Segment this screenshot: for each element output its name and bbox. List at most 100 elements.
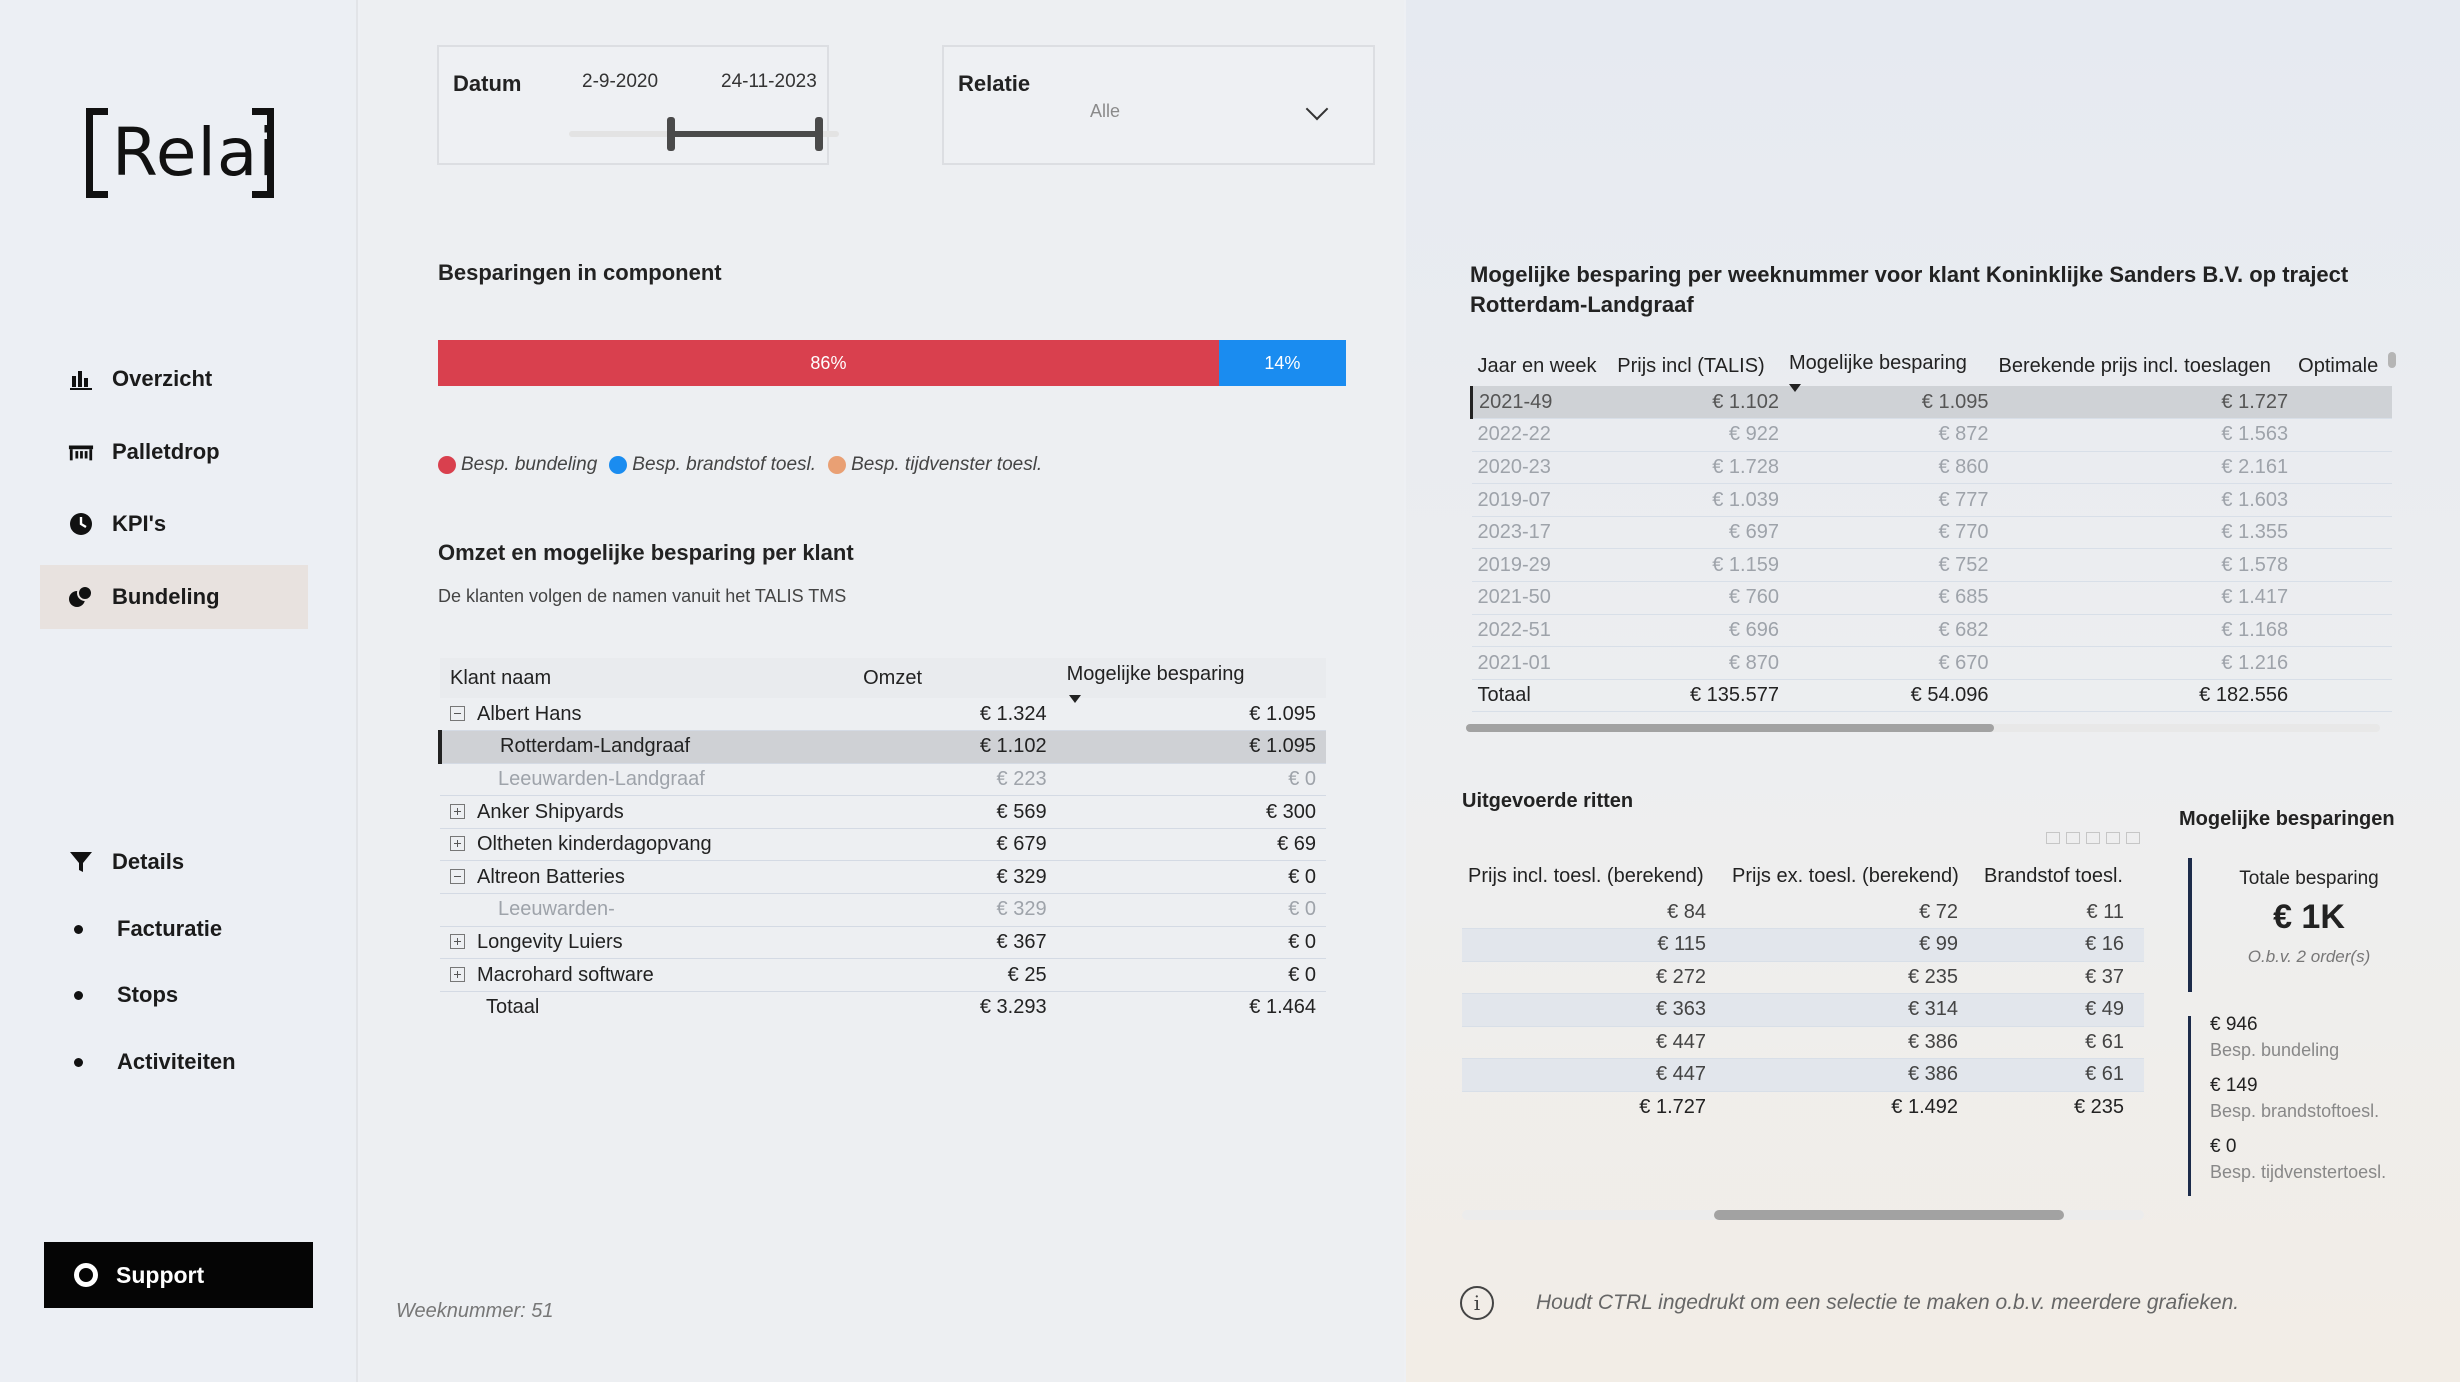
chevron-down-icon[interactable] xyxy=(1305,97,1329,121)
nav-item-palletdrop[interactable]: Palletdrop xyxy=(40,420,308,484)
relatie-filter[interactable]: Relatie Alle xyxy=(942,45,1375,165)
relai-logo[interactable]: Relai xyxy=(86,108,277,198)
table-cell: € 135.577 xyxy=(1611,679,1783,713)
klant-name: Oltheten kinderdagopvang xyxy=(477,833,712,856)
weeks-vertical-scrollbar[interactable] xyxy=(2388,352,2396,368)
col-omzet[interactable]: Omzet xyxy=(853,658,1057,698)
legend-item[interactable]: Besp. tijdvenster toesl. xyxy=(828,454,1042,476)
nav-item-bundeling[interactable]: Bundeling xyxy=(40,565,308,629)
table-cell: € 682 xyxy=(1782,614,1993,648)
table-row[interactable]: 2021-50 € 760 € 685 € 1.417 xyxy=(1471,581,2392,615)
col-optimale[interactable]: Optimale xyxy=(2298,354,2379,377)
table-row[interactable]: € 115 € 99 € 16 xyxy=(1462,928,2144,962)
table-row[interactable]: Leeuwarden-Landgraaf € 223 € 0 xyxy=(440,763,1326,797)
table-row[interactable]: € 447 € 386 € 61 xyxy=(1462,1026,2144,1059)
table-row[interactable]: 2019-07 € 1.039 € 777 € 1.603 xyxy=(1471,483,2392,517)
total-row: Totaal € 135.577 € 54.096 € 182.556 xyxy=(1471,679,2392,713)
expand-icon[interactable] xyxy=(450,803,465,819)
total-savings-label: Totale besparing xyxy=(2239,868,2379,889)
table-row[interactable]: € 363 € 314 € 49 xyxy=(1462,993,2144,1027)
table-cell: € 37 xyxy=(1978,961,2144,994)
table-cell: € 1.095 xyxy=(1782,386,1993,420)
table-row[interactable]: Albert Hans € 1.324 € 1.095 xyxy=(440,698,1326,732)
table-row[interactable]: 2021-01 € 870 € 670 € 1.216 xyxy=(1471,646,2392,680)
ritten-horizontal-scrollbar[interactable] xyxy=(1462,1210,2144,1220)
more-icon[interactable] xyxy=(2126,832,2140,844)
logo-bracket-left xyxy=(86,108,108,198)
date-slider-handle-start[interactable] xyxy=(667,117,675,151)
relatie-select-value[interactable]: Alle xyxy=(1090,101,1121,121)
nav-item-stops[interactable]: Stops xyxy=(40,963,308,1027)
col-prijs-incl-toesl[interactable]: Prijs incl. toesl. (berekend) xyxy=(1468,864,1704,887)
nav-label: Details xyxy=(112,849,185,874)
col-jaar-week[interactable]: Jaar en week xyxy=(1477,354,1597,377)
klant-name: Leeuwarden-Landgraaf xyxy=(498,767,705,790)
table-row[interactable]: 2020-23 € 1.728 € 860 € 2.161 xyxy=(1471,451,2392,485)
table-cell: € 1.727 xyxy=(1992,386,2293,420)
table-row[interactable]: € 84 € 72 € 11 xyxy=(1462,896,2144,929)
bar-segment[interactable]: 86% xyxy=(438,340,1219,386)
nav-label: Palletdrop xyxy=(112,439,220,464)
table-row[interactable]: Anker Shipyards € 569 € 300 xyxy=(440,795,1326,829)
expand-icon[interactable] xyxy=(450,933,465,949)
table-row[interactable]: Altreon Batteries € 329 € 0 xyxy=(440,860,1326,895)
table-row[interactable]: Oltheten kinderdagopvang € 679 € 69 xyxy=(440,828,1326,862)
table-cell: € 872 xyxy=(1782,418,1993,452)
table-row[interactable]: Macrohard software € 25 € 0 xyxy=(440,958,1326,992)
weeks-horizontal-scrollbar[interactable] xyxy=(1466,724,2380,732)
table-row[interactable]: Rotterdam-Landgraaf € 1.102 € 1.095 xyxy=(437,730,1326,764)
filter-icon[interactable] xyxy=(2086,832,2100,844)
date-slider-handle-end[interactable] xyxy=(815,117,823,151)
table-cell: € 1.159 xyxy=(1611,548,1783,583)
nav-item-details[interactable]: Details xyxy=(40,830,308,894)
col-prijs-incl-talis[interactable]: Prijs incl (TALIS) xyxy=(1617,354,1765,377)
table-row[interactable]: 2023-17 € 697 € 770 € 1.355 xyxy=(1471,516,2392,550)
table-cell: € 1.039 xyxy=(1611,483,1783,517)
table-row[interactable]: 2021-49 € 1.102 € 1.095 € 1.727 xyxy=(1470,386,2392,420)
col-brandstof-toesl[interactable]: Brandstof toesl. xyxy=(1984,864,2123,887)
table-row[interactable]: € 447 € 386 € 61 xyxy=(1462,1058,2144,1092)
col-mogelijke-besparing[interactable]: Mogelijke besparing xyxy=(1783,346,1993,392)
table-row[interactable]: Longevity Luiers € 367 € 0 xyxy=(440,926,1326,960)
table-cell: 2022-22 xyxy=(1471,418,1612,452)
date-start[interactable]: 2-9-2020 xyxy=(582,71,659,92)
pin-icon[interactable] xyxy=(2046,832,2060,844)
legend-swatch xyxy=(609,456,628,474)
table-cell: € 1.727 xyxy=(1639,1096,1706,1118)
bar-segment[interactable]: 14% xyxy=(1218,340,1346,386)
table-row[interactable]: 2022-51 € 696 € 682 € 1.168 xyxy=(1471,614,2392,648)
nav-item-overzicht[interactable]: Overzicht xyxy=(40,347,308,411)
col-prijs-ex-toesl[interactable]: Prijs ex. toesl. (berekend) xyxy=(1732,864,1959,887)
legend-item[interactable]: Besp. brandstof toesl. xyxy=(609,454,816,476)
table-cell: € 16 xyxy=(1978,928,2144,962)
nav-item-activiteiten[interactable]: Activiteiten xyxy=(40,1030,308,1094)
support-button[interactable]: Support xyxy=(44,1242,313,1308)
table-cell xyxy=(2292,614,2392,648)
table-cell: € 61 xyxy=(1978,1026,2144,1059)
legend-item[interactable]: Besp. bundeling xyxy=(438,454,597,476)
nav-item-kpis[interactable]: KPI's xyxy=(40,492,308,556)
expand-icon[interactable] xyxy=(450,966,465,982)
expand-icon[interactable] xyxy=(450,836,465,852)
focus-icon[interactable] xyxy=(2106,832,2120,844)
table-row[interactable]: € 272 € 235 € 37 xyxy=(1462,961,2144,994)
component-legend: Besp. bundeling Besp. brandstof toesl. Bes… xyxy=(438,454,1054,476)
collapse-icon[interactable] xyxy=(450,868,465,884)
col-klant-naam[interactable]: Klant naam xyxy=(440,658,854,698)
collapse-icon[interactable] xyxy=(450,705,465,721)
table-cell: 2022-51 xyxy=(1471,614,1612,648)
table-row[interactable]: 2022-22 € 922 € 872 € 1.563 xyxy=(1471,418,2392,452)
table-row[interactable]: 2019-29 € 1.159 € 752 € 1.578 xyxy=(1471,548,2392,583)
scrollbar-thumb[interactable] xyxy=(1466,724,1994,732)
table-cell xyxy=(2292,646,2392,680)
cell-besparing: € 300 xyxy=(1056,795,1326,829)
table-row[interactable]: Leeuwarden- € 329 € 0 xyxy=(440,893,1326,927)
table-cell: Totaal xyxy=(1471,679,1612,713)
copy-icon[interactable] xyxy=(2066,832,2080,844)
legend-swatch xyxy=(828,456,847,474)
nav-item-facturatie[interactable]: Facturatie xyxy=(40,897,308,961)
date-end[interactable]: 24-11-2023 xyxy=(721,71,817,92)
col-berekende-prijs[interactable]: Berekende prijs incl. toeslagen xyxy=(1998,354,2271,377)
scrollbar-thumb[interactable] xyxy=(1714,1210,2064,1220)
col-mogelijke-besparing[interactable]: Mogelijke besparing xyxy=(1056,658,1326,703)
